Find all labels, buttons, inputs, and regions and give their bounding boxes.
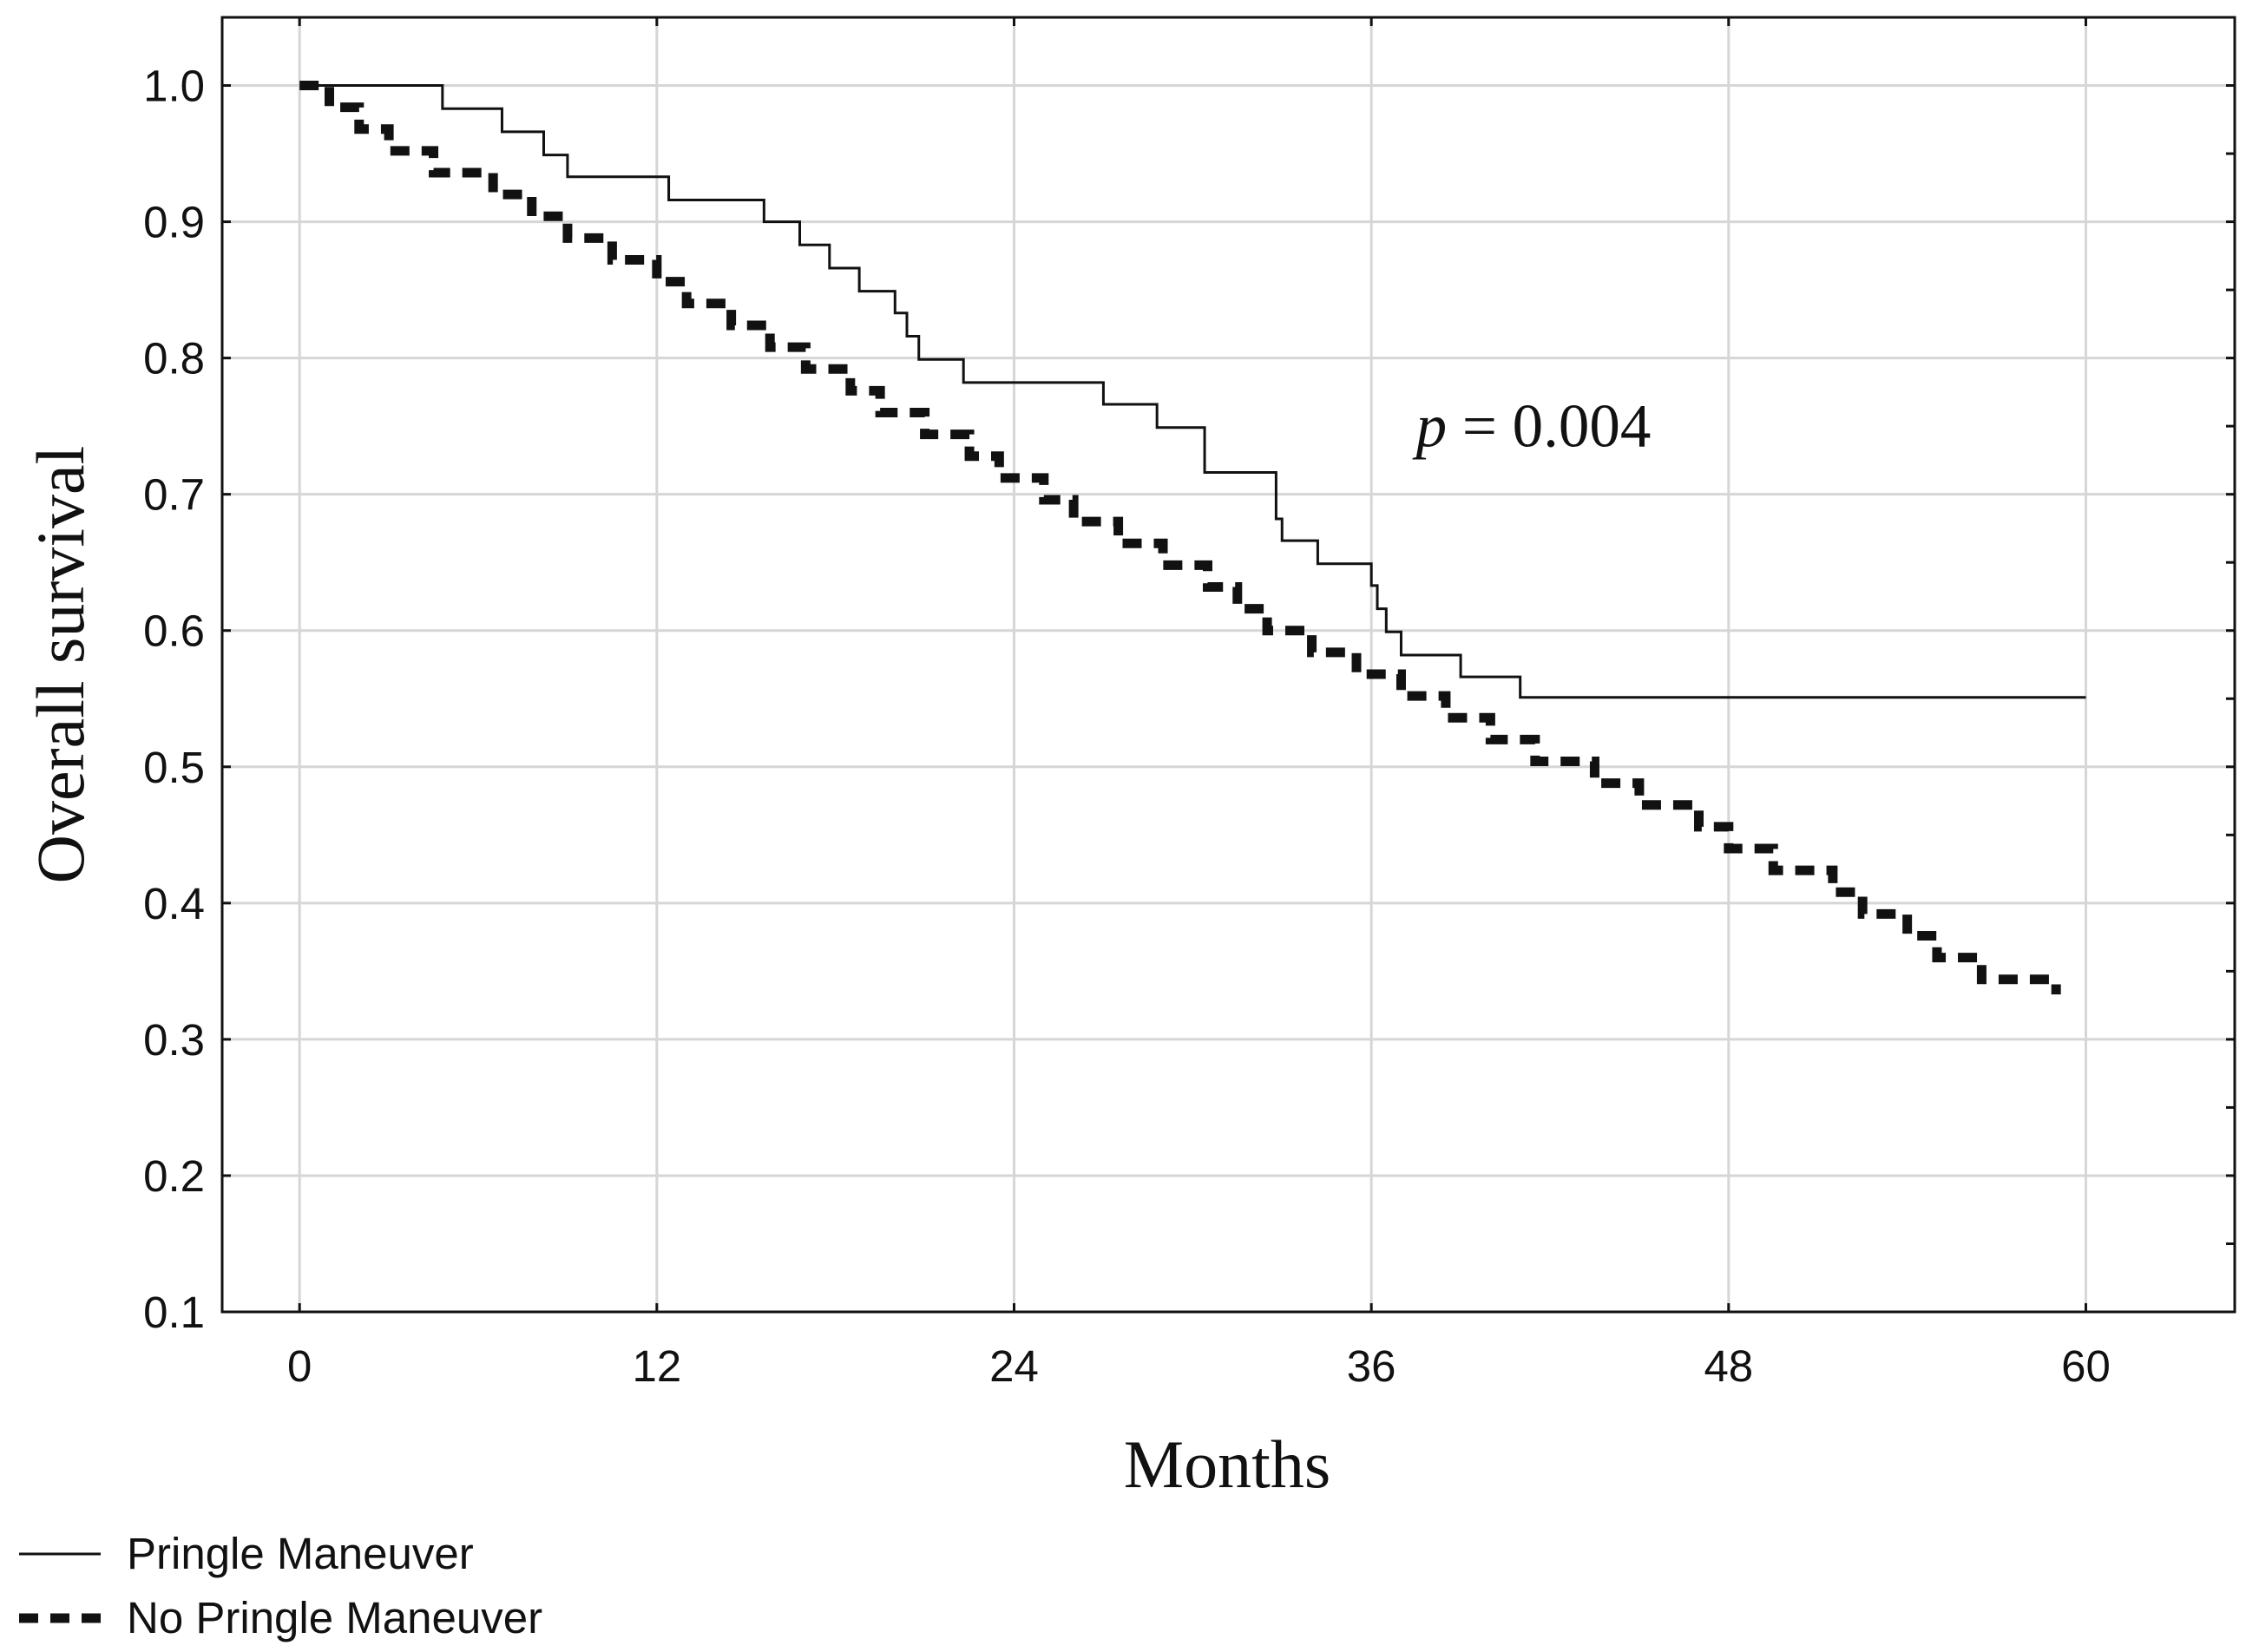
y-tick-label: 1.0 <box>143 62 205 111</box>
y-tick-label: 0.2 <box>143 1151 205 1201</box>
x-tick-label: 36 <box>1347 1341 1396 1391</box>
y-tick-label: 0.1 <box>143 1288 205 1337</box>
x-tick-label: 12 <box>632 1341 681 1391</box>
x-axis-label: Months <box>1124 1426 1330 1502</box>
y-tick-label: 0.3 <box>143 1015 205 1065</box>
grid <box>222 17 2235 1314</box>
y-tick-label: 0.6 <box>143 606 205 656</box>
axis-ticks <box>222 17 2235 1314</box>
p-value-text: = 0.004 <box>1447 393 1651 461</box>
y-axis-label: Overall survival <box>23 446 98 884</box>
y-tick-label: 0.7 <box>143 470 205 520</box>
series-no-pringle-line <box>299 81 2061 995</box>
p-value-annotation: p = 0.004 <box>1412 393 1652 461</box>
y-tick-label: 0.8 <box>143 334 205 384</box>
y-tick-label: 0.4 <box>143 879 205 928</box>
legend: Pringle Maneuver No Pringle Maneuver <box>19 1529 542 1642</box>
x-tick-label: 60 <box>2061 1341 2111 1391</box>
x-tick-label: 24 <box>989 1341 1039 1391</box>
p-value-symbol: p <box>1412 393 1448 461</box>
plot-frame <box>220 16 2236 1314</box>
x-tick-label: 0 <box>287 1341 312 1391</box>
legend-label-pringle: Pringle Maneuver <box>127 1529 474 1578</box>
series-lines <box>299 81 2086 995</box>
legend-label-no-pringle: No Pringle Maneuver <box>127 1593 542 1642</box>
y-tick-label: 0.5 <box>143 743 205 792</box>
series-pringle-line <box>299 84 2086 699</box>
y-tick-label: 0.9 <box>143 198 205 247</box>
x-tick-label: 48 <box>1704 1341 1753 1391</box>
